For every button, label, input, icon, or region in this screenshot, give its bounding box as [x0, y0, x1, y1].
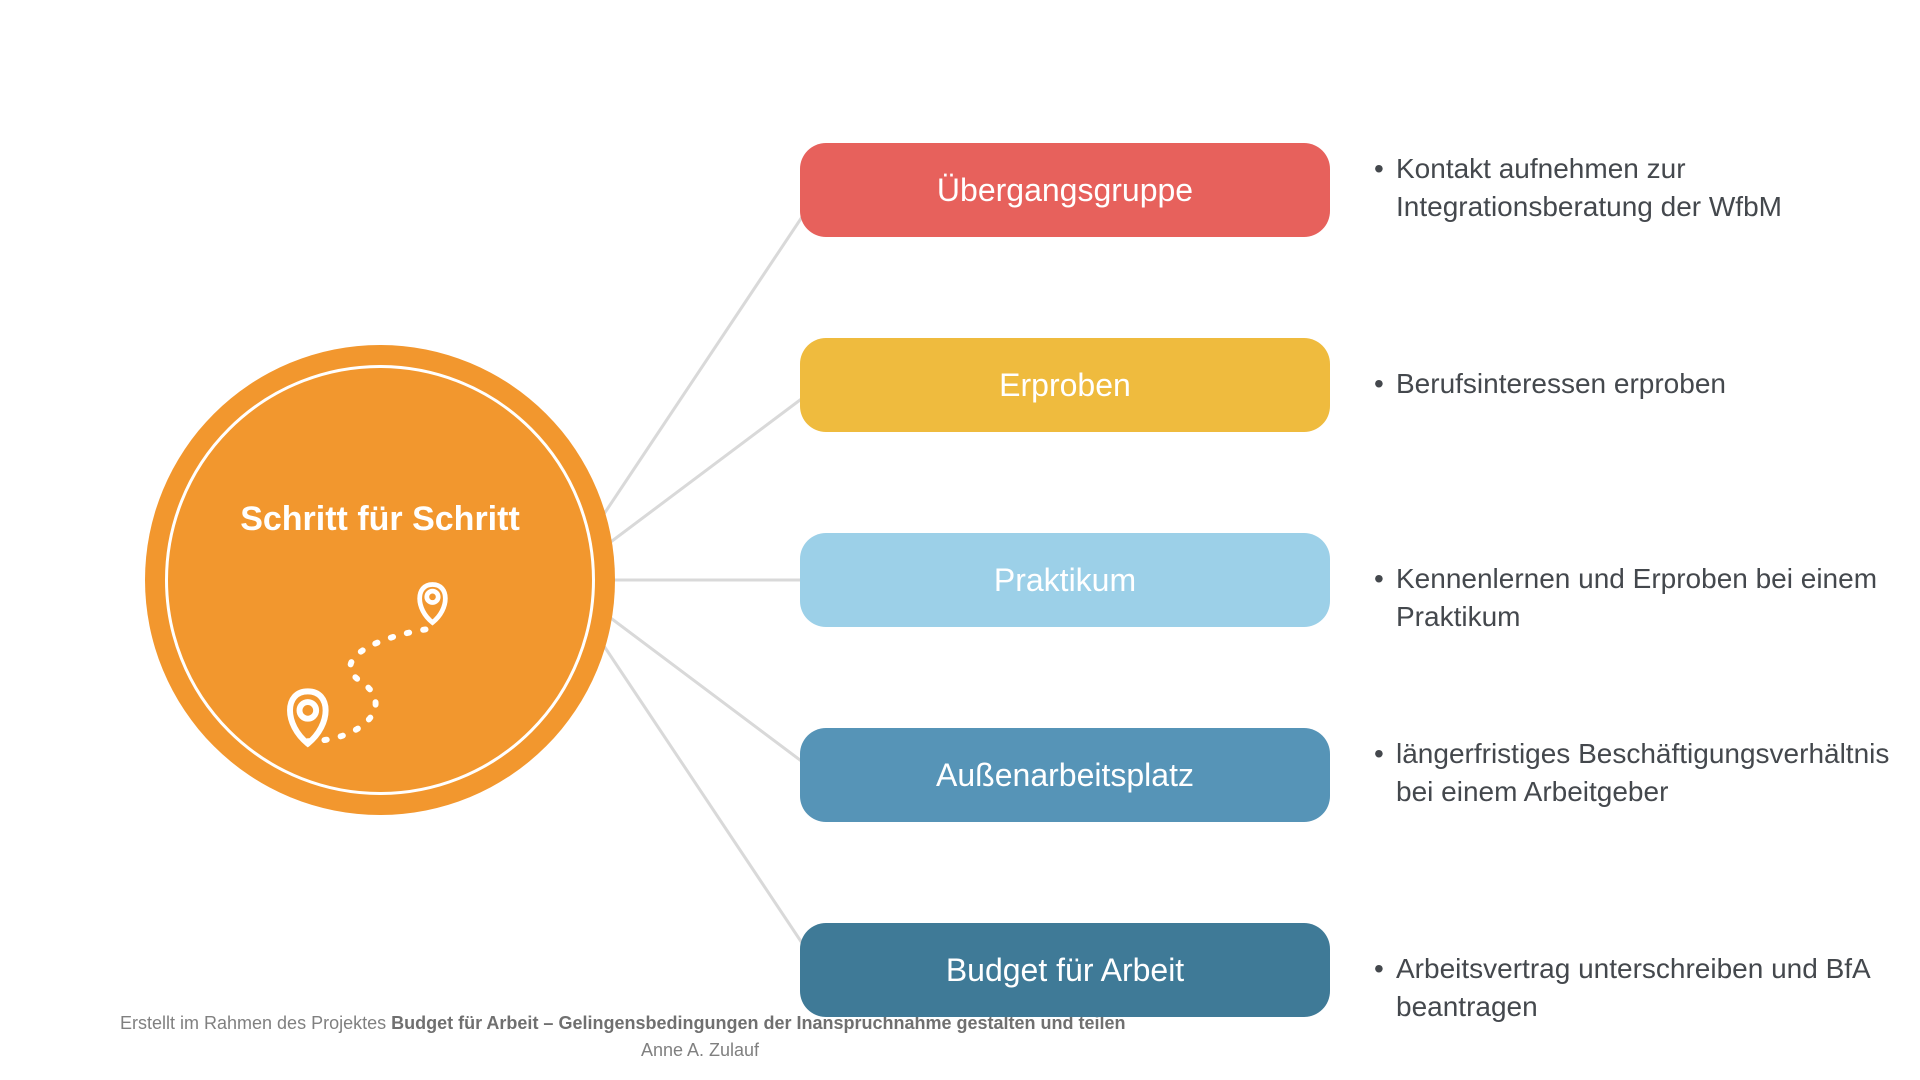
step-description-bullet: Berufsinteressen erproben — [1370, 365, 1910, 403]
center-circle: Schritt für Schritt — [145, 345, 615, 815]
step-description-bullet: Kontakt aufnehmen zur Integrationsberatu… — [1370, 150, 1910, 226]
step-pill-label: Außenarbeitsplatz — [936, 757, 1194, 794]
step-description-bullet: Arbeitsvertrag unterschreiben und BfA be… — [1370, 950, 1910, 1026]
step-description: Kennenlernen und Erproben bei einem Prak… — [1370, 560, 1910, 636]
step-pill-label: Erproben — [999, 367, 1131, 404]
step-pill: Budget für Arbeit — [800, 923, 1330, 1017]
step-description-bullet: Kennenlernen und Erproben bei einem Prak… — [1370, 560, 1910, 636]
step-description: längerfristiges Beschäftigungsverhältnis… — [1370, 735, 1910, 811]
step-pill: Übergangsgruppe — [800, 143, 1330, 237]
step-description: Arbeitsvertrag unterschreiben und BfA be… — [1370, 950, 1910, 1026]
footer-prefix: Erstellt im Rahmen des Projektes — [120, 1013, 391, 1033]
step-description: Berufsinteressen erproben — [1370, 365, 1910, 403]
step-description-bullet: längerfristiges Beschäftigungsverhältnis… — [1370, 735, 1910, 811]
step-pill: Außenarbeitsplatz — [800, 728, 1330, 822]
footer-author: Anne A. Zulauf — [550, 1037, 850, 1064]
step-pill-label: Praktikum — [994, 562, 1136, 599]
footer-credits: Erstellt im Rahmen des Projektes Budget … — [120, 1010, 1126, 1064]
step-description: Kontakt aufnehmen zur Integrationsberatu… — [1370, 150, 1910, 226]
step-pill-label: Übergangsgruppe — [937, 172, 1193, 209]
step-pill: Erproben — [800, 338, 1330, 432]
center-circle-title: Schritt für Schritt — [145, 500, 615, 539]
route-path-icon — [265, 575, 505, 765]
diagram-stage: Schritt für Schritt Erstellt im Rahmen d… — [0, 0, 1920, 1080]
step-pill-label: Budget für Arbeit — [946, 952, 1184, 989]
step-pill: Praktikum — [800, 533, 1330, 627]
